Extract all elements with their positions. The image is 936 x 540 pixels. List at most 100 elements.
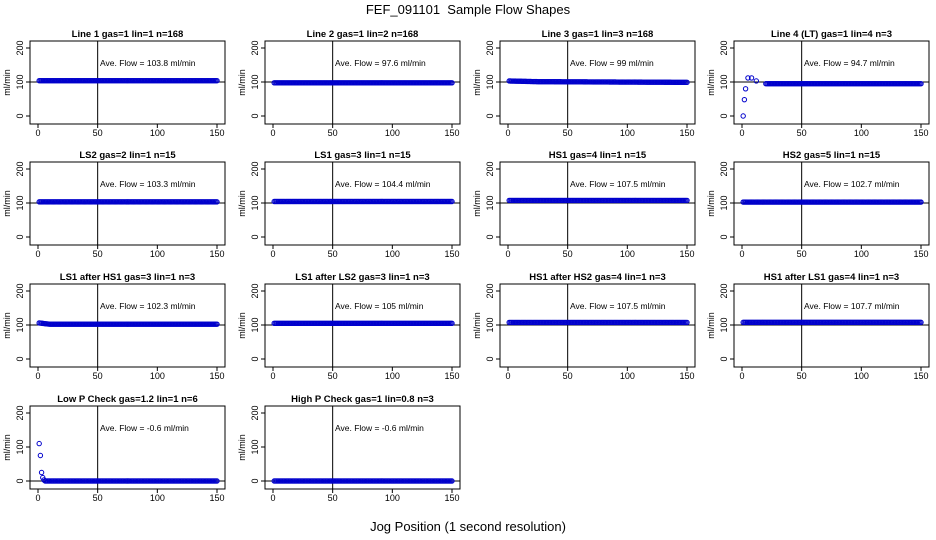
y-tick-label: 0 [15, 234, 25, 239]
y-tick-label: 0 [719, 234, 729, 239]
data-points [271, 80, 455, 86]
panel-title: LS2 gas=2 lin=1 n=15 [79, 150, 176, 161]
data-point [745, 75, 751, 81]
data-point [214, 78, 220, 84]
x-tick-label: 100 [385, 371, 400, 381]
x-tick-label: 150 [209, 371, 224, 381]
panel-title: Line 2 gas=1 lin=2 n=168 [307, 29, 419, 40]
y-axis-label: ml/min [2, 69, 12, 96]
x-tick-label: 50 [563, 371, 573, 381]
panel-title: Line 1 gas=1 lin=1 n=168 [72, 29, 184, 40]
x-tick-label: 0 [505, 249, 510, 259]
y-tick-label: 0 [15, 113, 25, 118]
x-tick-label: 50 [93, 493, 103, 503]
panel-4: Line 4 (LT) gas=1 lin=4 n=3 0 50 100 150 0 100… [706, 29, 930, 138]
data-point [684, 197, 690, 204]
data-point [36, 440, 42, 447]
x-tick-label: 150 [913, 371, 928, 381]
average-flow-annotation: Ave. Flow = 99 ml/min [570, 58, 654, 68]
data-point [918, 81, 924, 87]
panel-10: LS1 after LS2 gas=3 lin=1 n=3 0 50 100 150 0 1… [237, 272, 461, 381]
average-flow-annotation: Ave. Flow = 97.6 ml/min [335, 58, 426, 68]
panel-9: LS1 after HS1 gas=3 lin=1 n=3 0 50 100 150 0 1… [2, 272, 226, 381]
x-tick-label: 100 [150, 128, 165, 138]
data-point [742, 86, 749, 92]
y-axis-label: ml/min [472, 190, 482, 217]
panel-title: HS1 after HS2 gas=4 lin=1 n=3 [529, 272, 666, 283]
y-axis-label: ml/min [237, 312, 247, 339]
y-tick-label: 100 [719, 195, 729, 210]
y-tick-label: 200 [485, 40, 495, 55]
x-tick-label: 0 [739, 128, 744, 138]
x-tick-label: 150 [913, 249, 928, 259]
x-tick-label: 100 [620, 128, 635, 138]
average-flow-annotation: Ave. Flow = 102.3 ml/min [100, 301, 196, 311]
y-axis-label: ml/min [2, 312, 12, 339]
x-tick-label: 150 [913, 128, 928, 138]
data-points [271, 198, 455, 205]
y-tick-label: 0 [250, 478, 260, 483]
data-points [36, 440, 220, 484]
y-tick-label: 200 [250, 40, 260, 55]
y-tick-label: 200 [250, 161, 260, 176]
average-flow-annotation: Ave. Flow = 104.4 ml/min [335, 179, 431, 189]
x-tick-label: 100 [620, 249, 635, 259]
y-tick-label: 0 [719, 356, 729, 361]
data-points [740, 319, 924, 326]
x-tick-label: 150 [444, 371, 459, 381]
data-points [36, 199, 220, 205]
y-tick-label: 0 [485, 234, 495, 239]
panel-1: Line 1 gas=1 lin=1 n=168 0 50 100 150 0 100 200… [2, 29, 226, 138]
y-tick-label: 100 [250, 439, 260, 454]
panel-title: LS1 gas=3 lin=1 n=15 [314, 150, 411, 161]
average-flow-annotation: Ave. Flow = 107.7 ml/min [804, 301, 900, 311]
plot-frame [29, 405, 226, 490]
panel-7: HS1 gas=4 lin=1 n=15 0 50 100 150 0 100 200 ml/m… [472, 150, 696, 259]
x-tick-label: 50 [93, 371, 103, 381]
panel-title: Low P Check gas=1.2 lin=1 n=6 [57, 394, 198, 405]
x-tick-label: 150 [679, 249, 694, 259]
y-tick-label: 100 [719, 74, 729, 89]
x-tick-label: 150 [679, 371, 694, 381]
y-axis-label: ml/min [237, 190, 247, 217]
y-tick-label: 0 [719, 113, 729, 118]
x-tick-label: 100 [385, 128, 400, 138]
average-flow-annotation: Ave. Flow = 103.3 ml/min [100, 179, 196, 189]
data-point [753, 78, 760, 84]
data-point [449, 198, 455, 205]
x-tick-label: 0 [270, 249, 275, 259]
y-axis-label: ml/min [237, 69, 247, 96]
y-tick-label: 100 [485, 195, 495, 210]
data-point [449, 478, 455, 484]
x-tick-label: 100 [150, 249, 165, 259]
x-tick-label: 0 [270, 128, 275, 138]
figure-x-axis-label: Jog Position (1 second resolution) [370, 519, 566, 534]
y-tick-label: 0 [485, 113, 495, 118]
y-tick-label: 100 [250, 317, 260, 332]
y-tick-label: 200 [485, 283, 495, 298]
x-tick-label: 50 [328, 128, 338, 138]
x-tick-label: 150 [444, 249, 459, 259]
y-axis-label: ml/min [2, 190, 12, 217]
panel-title: HS1 after LS1 gas=4 lin=1 n=3 [764, 272, 899, 283]
panel-title: HS2 gas=5 lin=1 n=15 [783, 150, 881, 161]
x-tick-label: 50 [797, 128, 807, 138]
panel-title: High P Check gas=1 lin=0.8 n=3 [291, 394, 434, 405]
data-point [741, 96, 748, 103]
x-tick-label: 150 [209, 128, 224, 138]
y-tick-label: 0 [250, 113, 260, 118]
x-tick-label: 150 [679, 128, 694, 138]
x-tick-label: 100 [385, 249, 400, 259]
y-tick-label: 0 [250, 234, 260, 239]
x-tick-label: 50 [93, 249, 103, 259]
y-tick-label: 200 [719, 283, 729, 298]
x-tick-label: 50 [797, 371, 807, 381]
x-tick-label: 0 [739, 371, 744, 381]
panel-14: High P Check gas=1 lin=0.8 n=3 0 50 100 150 0… [237, 394, 461, 503]
average-flow-annotation: Ave. Flow = -0.6 ml/min [100, 423, 189, 433]
data-points [506, 78, 690, 86]
x-tick-label: 0 [505, 128, 510, 138]
y-tick-label: 200 [15, 405, 25, 420]
average-flow-annotation: Ave. Flow = -0.6 ml/min [335, 423, 424, 433]
